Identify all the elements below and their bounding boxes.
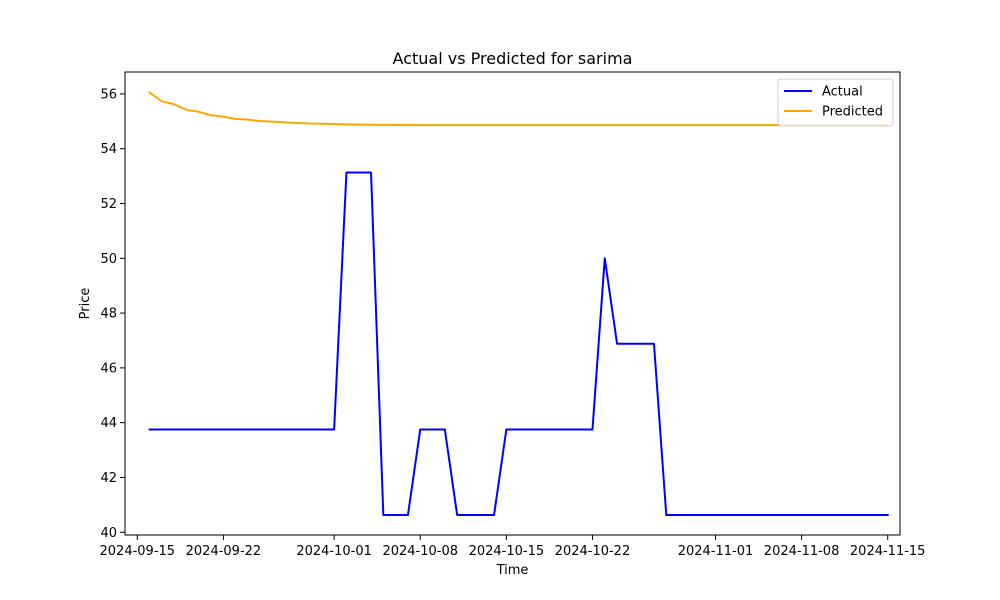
legend-label-actual: Actual xyxy=(822,85,863,100)
y-tick-label: 44 xyxy=(100,416,117,431)
x-tick-label: 2024-11-15 xyxy=(850,544,926,559)
x-tick-label: 2024-10-08 xyxy=(382,544,458,559)
data-point-actual-15 xyxy=(664,513,668,517)
x-tick-label: 2024-10-01 xyxy=(296,544,372,559)
y-axis-label: Price xyxy=(78,288,93,320)
data-point-predicted-2 xyxy=(172,102,176,106)
data-point-predicted-8 xyxy=(246,118,250,122)
data-point-actual-8 xyxy=(455,513,459,517)
data-point-predicted-5 xyxy=(209,113,213,117)
x-tick-label: 2024-11-08 xyxy=(764,544,840,559)
data-point-predicted-12 xyxy=(295,121,299,125)
data-point-predicted-9 xyxy=(258,119,262,123)
data-point-predicted-19 xyxy=(418,123,422,127)
y-tick-label: 52 xyxy=(100,197,117,212)
y-tick-label: 50 xyxy=(100,252,117,267)
data-point-actual-9 xyxy=(492,513,496,517)
legend: Actual Predicted xyxy=(777,78,894,127)
data-point-predicted-4 xyxy=(197,110,201,114)
data-point-actual-6 xyxy=(418,428,422,432)
data-point-actual-11 xyxy=(590,428,594,432)
chart-title: Actual vs Predicted for sarima xyxy=(393,49,633,68)
plot-frame xyxy=(124,71,901,536)
legend-label-predicted: Predicted xyxy=(822,105,883,120)
data-point-actual-1 xyxy=(332,428,336,432)
data-point-predicted-17 xyxy=(357,123,361,127)
x-axis-label: Time xyxy=(496,563,529,578)
x-tick-label: 2024-09-15 xyxy=(100,544,176,559)
x-tick-label: 2024-10-22 xyxy=(555,544,631,559)
y-tick-label: 56 xyxy=(100,87,117,102)
data-point-actual-4 xyxy=(381,513,385,517)
data-point-actual-7 xyxy=(443,428,447,432)
data-point-predicted-3 xyxy=(185,108,189,112)
plot-area xyxy=(148,91,890,517)
y-tick-label: 40 xyxy=(100,526,117,541)
data-point-predicted-0 xyxy=(148,91,152,95)
data-point-predicted-18 xyxy=(381,123,385,127)
y-tick-label: 48 xyxy=(100,307,117,322)
data-point-predicted-6 xyxy=(221,115,225,119)
data-point-actual-12 xyxy=(603,256,607,260)
data-point-actual-10 xyxy=(504,428,508,432)
series-line-actual xyxy=(148,171,889,516)
y-tick-label: 46 xyxy=(100,361,117,376)
data-point-actual-13 xyxy=(615,342,619,346)
data-point-predicted-15 xyxy=(332,122,336,126)
data-point-actual-0 xyxy=(148,428,152,432)
y-axis: 40 42 44 46 48 50 52 54 56 xyxy=(100,87,125,541)
x-tick-label: 2024-10-15 xyxy=(469,544,545,559)
data-point-actual-3 xyxy=(369,171,373,175)
x-tick-label: 2024-11-01 xyxy=(678,544,754,559)
data-point-actual-5 xyxy=(406,513,410,517)
data-point-actual-16 xyxy=(886,513,890,517)
data-point-actual-2 xyxy=(344,171,348,175)
data-point-predicted-11 xyxy=(283,120,287,124)
data-point-predicted-7 xyxy=(234,117,238,121)
data-point-predicted-1 xyxy=(160,99,164,103)
data-point-actual-14 xyxy=(652,342,656,346)
data-point-predicted-13 xyxy=(308,122,312,126)
y-tick-label: 54 xyxy=(100,142,117,157)
y-tick-label: 42 xyxy=(100,471,117,486)
series-line-predicted xyxy=(148,91,889,127)
data-point-predicted-16 xyxy=(344,122,348,126)
x-tick-label: 2024-09-22 xyxy=(186,544,262,559)
x-axis: 2024-09-15 2024-09-22 2024-10-01 2024-10-08… xyxy=(100,535,926,559)
data-point-predicted-20 xyxy=(504,123,508,127)
data-point-predicted-14 xyxy=(320,122,324,126)
data-point-predicted-10 xyxy=(271,120,275,124)
